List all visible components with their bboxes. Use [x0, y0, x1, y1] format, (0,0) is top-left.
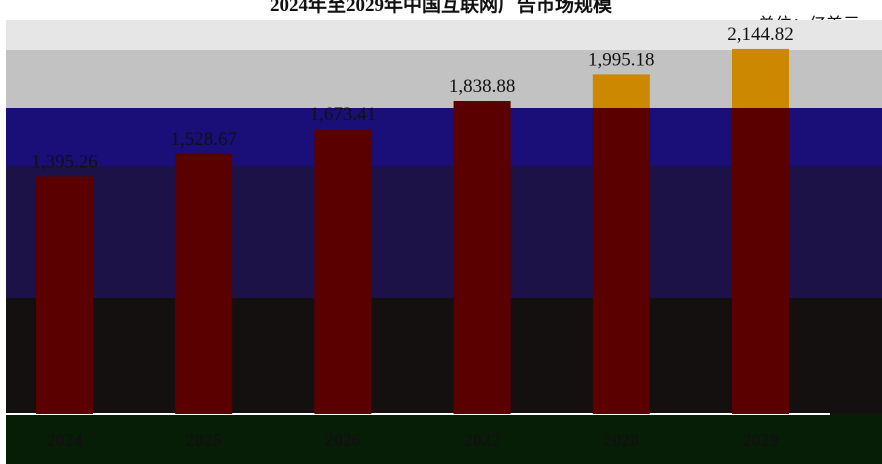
- x-tick-2029: 2029: [743, 430, 779, 450]
- bar-2028: [592, 108, 650, 414]
- bar-2027: [453, 100, 511, 414]
- bar-highlight-2029: [732, 48, 789, 108]
- bar-2026: [314, 129, 372, 415]
- bar-highlight-2028: [592, 74, 650, 108]
- chart-title: 2024年至2029年中国互联网广告市场规模: [269, 0, 612, 16]
- value-label-2025: 1,528.67: [170, 129, 237, 150]
- x-tick-2026: 2026: [325, 430, 361, 450]
- value-label-2028: 1,995.18: [588, 49, 655, 70]
- bar-2025: [175, 153, 233, 415]
- x-tick-2027: 2027: [464, 430, 500, 450]
- plot-band-light: [6, 20, 882, 50]
- footer-band: [6, 414, 882, 464]
- value-label-2026: 1,673.41: [310, 104, 377, 125]
- x-tick-2024: 2024: [47, 430, 83, 450]
- value-label-2027: 1,838.88: [449, 76, 516, 97]
- x-tick-2028: 2028: [603, 430, 639, 450]
- bar-2029: [732, 108, 789, 414]
- value-label-2024: 1,395.26: [31, 152, 98, 173]
- value-label-2029: 2,144.82: [727, 24, 794, 45]
- bar-2024: [36, 176, 93, 414]
- x-tick-2025: 2025: [186, 430, 222, 450]
